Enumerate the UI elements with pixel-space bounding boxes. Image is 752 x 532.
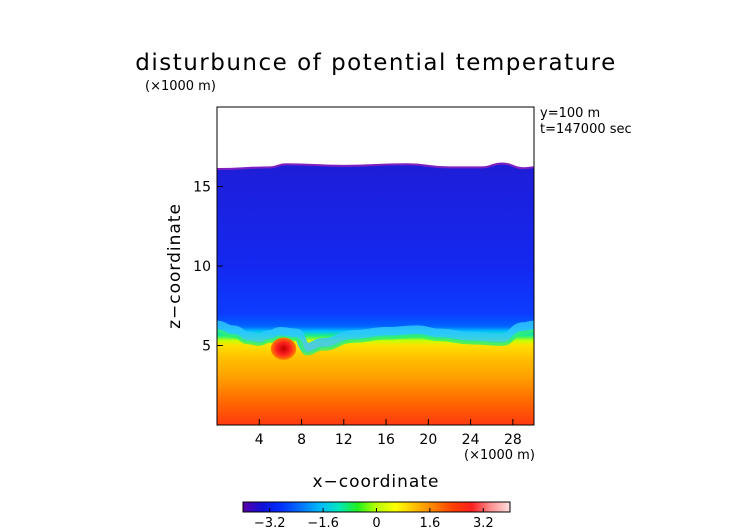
plot-field — [217, 162, 534, 425]
y-axis-label: z−coordinate — [165, 203, 185, 329]
chart-title: disturbunce of potential temperature — [135, 50, 617, 76]
x-tick-label: 16 — [377, 432, 395, 448]
colorbar-tick-label: 1.6 — [420, 516, 441, 531]
interface-green-band — [217, 329, 534, 356]
cold-warm-interface — [217, 320, 534, 353]
y-axis: 5 10 15 — [193, 180, 223, 355]
colorbar-ticks: −3.2 −1.6 0 1.6 3.2 — [254, 508, 494, 531]
colorbar-tick-label: 0 — [372, 516, 380, 531]
x-tick-label: 24 — [462, 432, 480, 448]
x-axis-label: x−coordinate — [313, 472, 440, 492]
colorbar-tick-label: −3.2 — [254, 516, 286, 531]
x-tick-label: 8 — [297, 432, 306, 448]
x-tick-label: 28 — [504, 432, 522, 448]
y-unit-label: (×1000 m) — [145, 79, 216, 94]
colorbar-tick-label: 3.2 — [473, 516, 494, 531]
x-tick-label: 12 — [335, 432, 353, 448]
x-tick-label: 4 — [255, 432, 264, 448]
x-axis: 4 8 12 16 20 24 28 — [255, 419, 522, 448]
y-tick-label: 10 — [193, 259, 211, 275]
field-top-edge — [217, 162, 534, 171]
y-tick-label: 5 — [202, 339, 211, 355]
warm-bubble — [270, 337, 297, 360]
annotation-y: y=100 m — [540, 106, 600, 121]
temperature-field — [217, 163, 534, 425]
y-tick-label: 15 — [193, 180, 211, 196]
x-unit-label: (×1000 m) — [464, 448, 535, 463]
annotation-t: t=147000 sec — [540, 122, 632, 137]
x-tick-label: 20 — [419, 432, 437, 448]
colorbar-tick-label: −1.6 — [307, 516, 339, 531]
